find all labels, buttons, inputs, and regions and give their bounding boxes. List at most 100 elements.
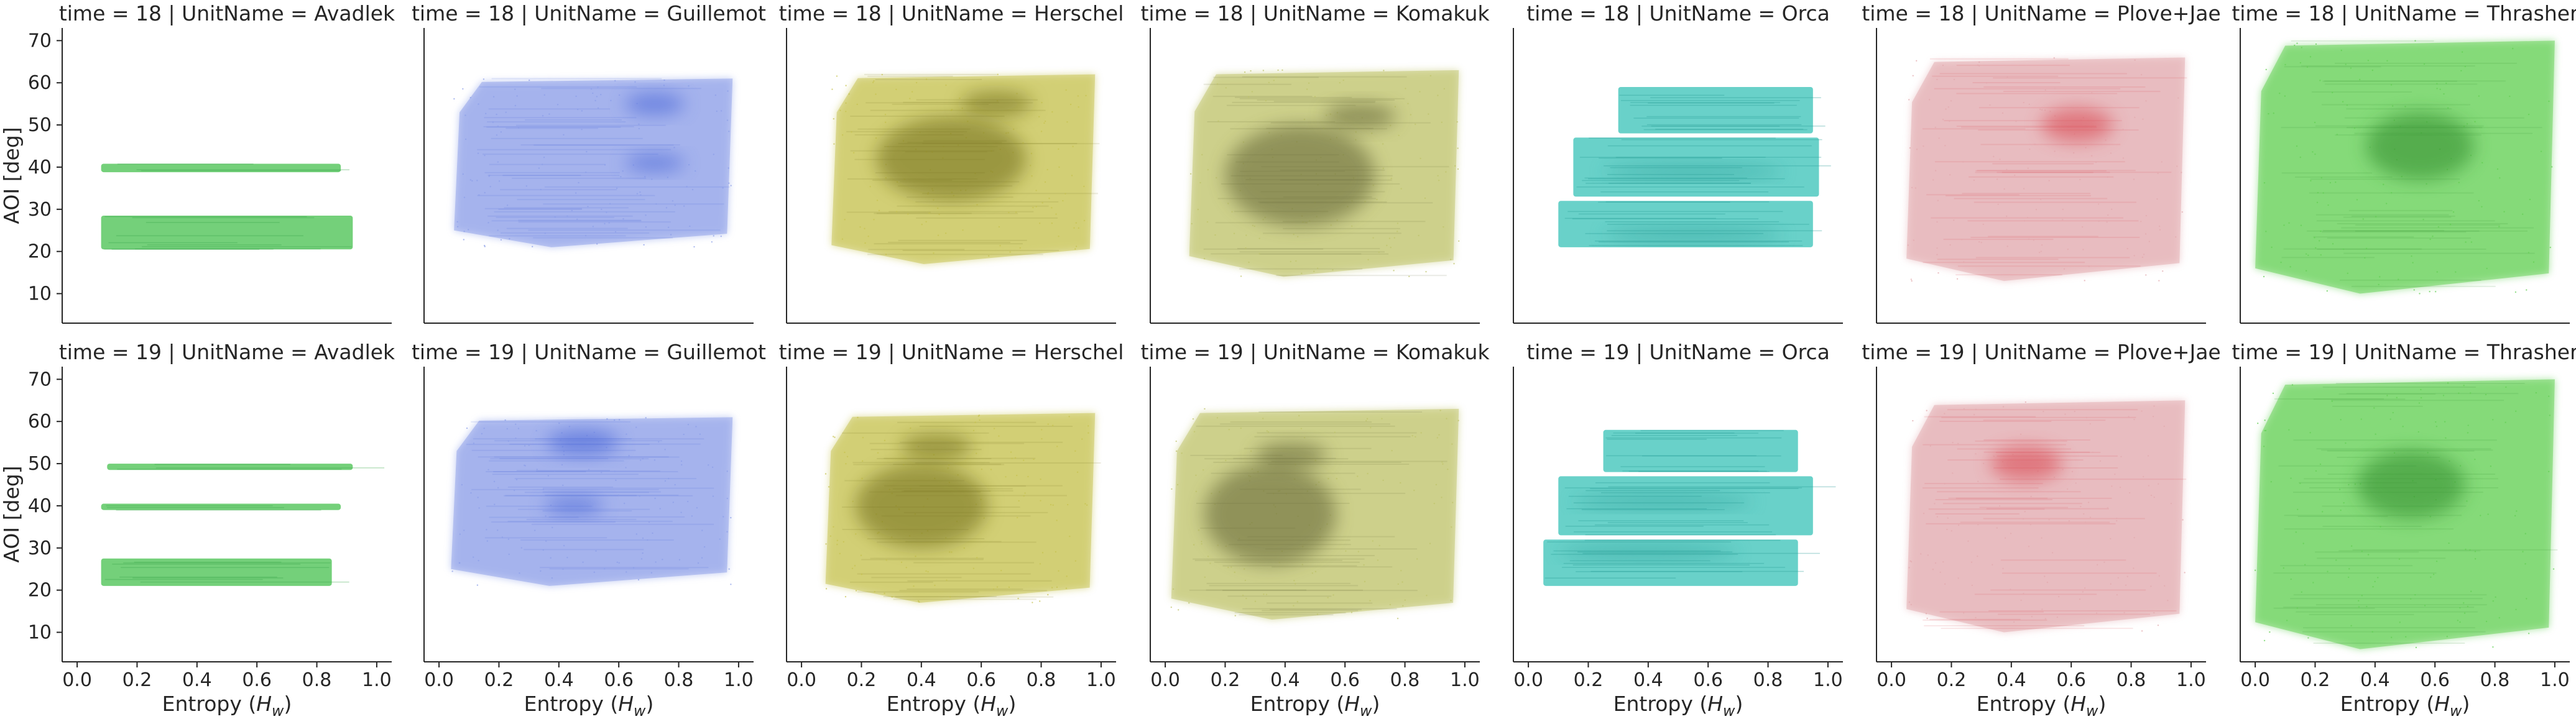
scatter-point (2464, 65, 2467, 68)
scatter-point (1426, 594, 1428, 597)
scatter-point (1313, 270, 1315, 272)
scatter-point (1415, 123, 1416, 126)
scatter-point (2288, 429, 2290, 431)
scatter-point (703, 546, 706, 548)
scatter-point (1066, 503, 1069, 506)
scatter-point (1010, 451, 1012, 453)
scatter-point (1073, 227, 1075, 229)
scatter-point (601, 208, 602, 211)
scatter-point (1234, 571, 1235, 574)
scatter-point (722, 187, 724, 189)
scatter-point (719, 538, 721, 540)
x-tick-label: 0.4 (1633, 669, 1663, 691)
scatter-point (1047, 423, 1049, 425)
scatter-point (1056, 446, 1058, 447)
scatter-point (658, 441, 660, 443)
scatter-point (1040, 131, 1043, 132)
scatter-point (2372, 586, 2374, 588)
x-tick-label: 1.0 (2540, 669, 2570, 691)
scatter-point (855, 590, 857, 592)
scatter-point (1947, 106, 1949, 108)
scatter-point (1926, 617, 1928, 620)
scatter-point (1273, 80, 1275, 81)
scatter-point (473, 442, 475, 444)
scatter-point (2485, 393, 2487, 396)
scatter-point (1457, 168, 1459, 170)
scatter-point (1240, 275, 1242, 277)
scatter-point (2114, 473, 2116, 475)
scatter-point (478, 103, 479, 105)
scatter-point (2023, 188, 2025, 190)
scatter-point (1201, 543, 1203, 545)
scatter-point (1008, 211, 1010, 214)
scatter-point (606, 211, 607, 213)
scatter-point (2133, 255, 2135, 257)
scatter-point (1411, 434, 1413, 437)
scatter-point (1937, 199, 1939, 201)
density-region (1558, 87, 1831, 247)
scatter-point (845, 102, 847, 104)
scatter-point (2470, 590, 2472, 592)
scatter-point (1911, 186, 1913, 189)
x-tick-label: 0.4 (182, 669, 212, 691)
scatter-point (864, 227, 866, 229)
scatter-point (727, 167, 729, 169)
scatter-point (2460, 70, 2462, 72)
scatter-point (1078, 227, 1079, 229)
scatter-point (2095, 161, 2097, 163)
scatter-point (2014, 439, 2016, 441)
scatter-point (1443, 88, 1446, 90)
scatter-point (949, 596, 951, 598)
scatter-point (517, 428, 520, 429)
x-axis-label: Entropy (Hw) (1250, 692, 1380, 719)
density-region (1189, 69, 1460, 278)
scatter-point (2335, 559, 2337, 561)
scatter-point (1296, 601, 1298, 603)
scatter-point (1451, 526, 1452, 528)
scatter-point (614, 80, 616, 82)
scatter-point (1047, 593, 1049, 596)
scatter-point (1419, 91, 1421, 93)
scatter-point (2177, 97, 2179, 99)
scatter-point (845, 463, 847, 465)
scatter-point (2041, 244, 2043, 246)
scatter-point (2315, 247, 2317, 249)
density-region (1543, 429, 1836, 586)
scatter-point (2495, 596, 2496, 598)
scatter-point (2305, 270, 2307, 272)
scatter-point (2158, 575, 2161, 577)
scatter-point (561, 464, 563, 466)
scatter-point (1038, 116, 1040, 118)
scatter-point (620, 176, 622, 178)
scatter-point (563, 454, 565, 456)
scatter-point (542, 488, 545, 490)
scatter-point (1962, 161, 1964, 163)
scatter-point (1170, 606, 1173, 608)
scatter-point (691, 515, 693, 517)
scatter-point (990, 469, 992, 470)
scatter-point (563, 544, 565, 547)
scatter-point (464, 114, 466, 116)
scatter-point (2436, 271, 2438, 273)
scatter-point (2099, 460, 2102, 462)
density-band (1618, 87, 1813, 134)
scatter-point (494, 503, 496, 505)
scatter-point (1978, 65, 1980, 67)
scatter-point (730, 185, 732, 186)
scatter-point (1912, 419, 1914, 422)
scatter-point (1055, 551, 1057, 553)
y-tick-label: 50 (28, 114, 52, 136)
scatter-point (594, 99, 596, 102)
scatter-point (664, 449, 666, 451)
density-peak (1225, 125, 1375, 226)
scatter-point (2361, 595, 2363, 597)
scatter-point (667, 176, 668, 178)
scatter-point (841, 134, 844, 136)
scatter-point (2499, 177, 2501, 179)
scatter-point (1214, 234, 1216, 236)
scatter-point (907, 213, 909, 215)
scatter-point (498, 180, 501, 182)
scatter-point (581, 110, 583, 112)
scatter-point (726, 497, 728, 500)
scatter-point (2145, 274, 2147, 276)
